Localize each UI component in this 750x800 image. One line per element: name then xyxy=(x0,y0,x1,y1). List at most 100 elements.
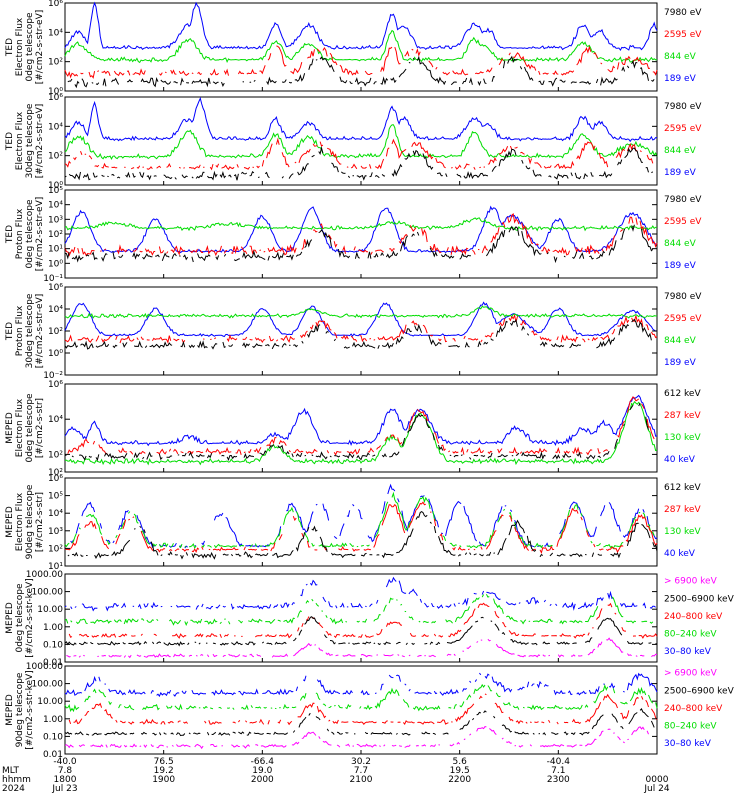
series-line-0 xyxy=(64,205,658,254)
legend-entry: 2595 eV xyxy=(664,124,702,134)
legend-entry: 844 eV xyxy=(664,336,697,346)
x-row-value: Jul 24 xyxy=(643,784,669,794)
x-row-value: 7.7 xyxy=(354,766,368,776)
y-axis-label: Electron Flux xyxy=(15,17,25,76)
legend-entry: 130 keV xyxy=(664,527,701,537)
y-axis-label: 0deg telescope xyxy=(25,12,35,82)
legend-entry: 40 keV xyxy=(664,455,696,465)
legend-entry: > 6900 keV xyxy=(664,669,718,679)
legend-entry: 2595 eV xyxy=(664,314,702,324)
y-tick-label: 0.10 xyxy=(43,732,63,742)
y-tick-label: 0.01 xyxy=(43,750,63,760)
x-row-value: Jul 23 xyxy=(51,784,77,794)
y-axis-label: MEPED xyxy=(5,694,15,726)
x-row-value: 19.0 xyxy=(252,766,272,776)
y-tick-label: 1.00 xyxy=(43,623,63,633)
series-line-0 xyxy=(64,96,658,143)
y-axis-label: TED xyxy=(5,225,15,244)
series-line-2 xyxy=(64,212,658,257)
series-line-3 xyxy=(67,510,658,560)
x-row-value: 7.8 xyxy=(58,766,73,776)
series-line-2 xyxy=(64,501,658,554)
x-row-value: -40.4 xyxy=(547,757,571,767)
panel-frame xyxy=(64,96,658,186)
x-row-value: -40.0 xyxy=(53,757,77,767)
y-tick-label: 10.00 xyxy=(37,605,63,615)
y-axis-label: Proton Flux xyxy=(15,305,25,356)
series-line-2 xyxy=(64,45,658,79)
y-axis-label: [#/cm2-s-str-eV] xyxy=(35,197,45,272)
series-line-1 xyxy=(64,217,658,232)
y-tick-label: 10² xyxy=(48,327,63,337)
y-tick-label: 0.10 xyxy=(43,640,63,650)
y-tick-label: 1.00 xyxy=(43,715,63,725)
legend-entry: 2595 eV xyxy=(664,30,702,40)
legend-entry: 189 eV xyxy=(664,74,697,84)
y-tick-label: 10⁶ xyxy=(48,0,63,9)
legend-entry: 130 keV xyxy=(664,433,701,443)
y-tick-label: 1000.00 xyxy=(26,570,63,580)
x-row-value: 19.5 xyxy=(450,766,470,776)
series-line-4 xyxy=(66,637,658,659)
x-row-value: 1800 xyxy=(54,775,77,785)
series-line-1 xyxy=(64,29,658,64)
y-tick-label: 10⁰ xyxy=(48,181,63,191)
legend-entry: 40 keV xyxy=(664,549,696,559)
x-row-value: 5.6 xyxy=(453,757,468,767)
y-tick-label: 10⁻¹ xyxy=(43,274,63,284)
y-tick-label: 0.01 xyxy=(43,658,63,668)
panel-frame xyxy=(64,477,658,567)
y-tick-label: 10³ xyxy=(48,527,63,537)
series-line-0 xyxy=(64,301,658,338)
y-axis-label: TED xyxy=(5,322,15,341)
legend-entry: 2500–6900 keV xyxy=(664,686,735,696)
y-tick-label: 10⁶ xyxy=(48,474,63,484)
y-tick-label: 10⁴ xyxy=(48,415,63,425)
y-axis-label: 0deg telescope xyxy=(25,393,35,463)
series-line-0 xyxy=(64,1,658,52)
y-tick-label: 10² xyxy=(48,230,63,240)
y-axis-label: MEPED xyxy=(5,506,15,538)
x-row-value: 19.2 xyxy=(154,766,174,776)
x-row-value: 0000 xyxy=(646,775,669,785)
y-axis-label: 90deg telescope xyxy=(15,672,25,747)
y-axis-label: MEPED xyxy=(5,602,15,634)
y-axis-label: [#/cm2-s-str-keV] xyxy=(25,578,35,657)
x-row-name: 2024 xyxy=(2,784,25,794)
y-tick-label: 10² xyxy=(48,58,63,68)
y-tick-label: 10¹ xyxy=(48,245,63,255)
series-line-1 xyxy=(64,305,658,319)
y-tick-label: 10⁰ xyxy=(48,349,63,359)
series-line-4 xyxy=(65,727,654,749)
y-axis-label: [#/cm2-s-str-eV] xyxy=(35,294,45,369)
series-line-1 xyxy=(64,683,658,713)
series-line-2 xyxy=(68,602,658,639)
legend-entry: 240–800 keV xyxy=(664,612,723,622)
legend-entry: 7980 eV xyxy=(664,292,702,302)
y-tick-label: 10⁴ xyxy=(48,28,63,38)
legend-entry: 2595 eV xyxy=(664,217,702,227)
series-line-3 xyxy=(64,708,655,737)
y-tick-label: 10³ xyxy=(48,215,63,225)
y-tick-label: 10.00 xyxy=(37,697,63,707)
panel-frame xyxy=(64,573,658,663)
x-row-value: 2300 xyxy=(547,775,570,785)
y-tick-label: 10¹ xyxy=(48,562,63,572)
y-tick-label: 10⁴ xyxy=(48,122,63,132)
x-row-value: 7.1 xyxy=(551,766,565,776)
y-axis-label: [#/cm2-s-str] xyxy=(35,398,45,458)
y-tick-label: 10⁶ xyxy=(48,380,63,390)
legend-entry: 612 keV xyxy=(664,483,701,493)
legend-entry: 2500–6900 keV xyxy=(664,594,735,604)
y-axis-label: 30deg telescope xyxy=(25,293,35,368)
y-tick-label: 10⁶ xyxy=(48,93,63,103)
series-line-2 xyxy=(68,397,657,455)
y-axis-label: 0deg telescope xyxy=(25,199,35,269)
series-line-0 xyxy=(64,672,658,698)
legend-entry: 7980 eV xyxy=(664,8,702,18)
legend-entry: 7980 eV xyxy=(664,195,702,205)
y-tick-label: 100.00 xyxy=(32,588,64,598)
y-tick-label: 10⁴ xyxy=(48,201,63,211)
series-line-1 xyxy=(64,124,658,160)
